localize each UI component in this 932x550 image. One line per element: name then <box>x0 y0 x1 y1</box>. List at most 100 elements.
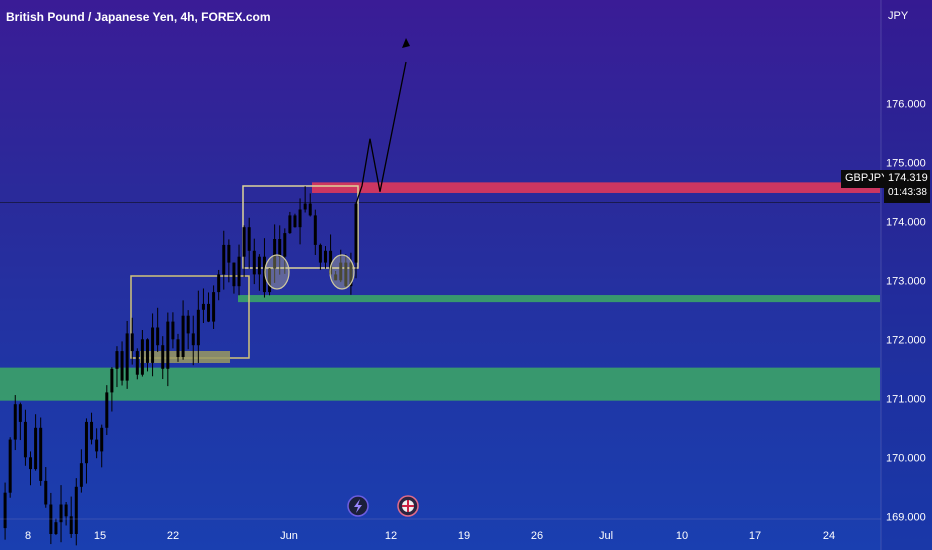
candle-body <box>115 351 119 369</box>
candle-body <box>217 274 221 293</box>
candle-body <box>64 504 68 517</box>
candle-body <box>201 303 205 310</box>
candle-body <box>84 421 88 464</box>
candle-body <box>334 274 338 281</box>
candles-layer <box>3 186 358 546</box>
lightning-icon <box>347 495 369 517</box>
candle-body <box>252 250 256 275</box>
lightning-icon-glyph <box>354 499 362 513</box>
candle-body <box>69 516 73 534</box>
candle-body <box>242 227 246 257</box>
candle-body <box>44 480 48 505</box>
candle-body <box>135 351 139 375</box>
y-tick-label: 173.000 <box>886 275 926 287</box>
candle-body <box>339 262 343 281</box>
price-tag: 174.319 <box>884 170 930 188</box>
x-tick-label: 22 <box>167 530 179 542</box>
candle-body <box>283 233 287 257</box>
candle-body <box>186 315 190 334</box>
x-tick-label: 17 <box>749 530 761 542</box>
projection-arrowhead <box>402 38 410 48</box>
symbol-tag: GBPJPY <box>841 170 893 188</box>
candle-body <box>212 292 216 322</box>
box-consolidation-2 <box>242 185 359 269</box>
candle-body <box>171 321 175 340</box>
x-tick-label: 24 <box>823 530 835 542</box>
currency-label: JPY <box>888 10 909 22</box>
candle-body <box>90 421 94 440</box>
candle-body <box>207 303 211 322</box>
candle-body <box>354 203 358 263</box>
candle-body <box>18 404 22 422</box>
annotations-layer <box>264 38 410 290</box>
candle-body <box>95 439 99 452</box>
candle-body <box>3 492 7 529</box>
candle-body <box>8 439 12 493</box>
support-zone-2 <box>0 367 880 401</box>
candle-body <box>257 256 261 275</box>
candle-body <box>293 215 297 228</box>
candle-body <box>13 404 17 440</box>
candle-body <box>110 368 114 393</box>
candle-body <box>39 427 43 481</box>
flag-uk-icon <box>397 495 419 517</box>
y-tick-label: 174.000 <box>886 216 926 228</box>
candle-body <box>318 244 322 263</box>
candle-body <box>59 504 63 523</box>
candle-body <box>247 227 251 251</box>
ellipse-marker-1 <box>264 254 290 290</box>
x-tick-label: Jun <box>280 530 298 542</box>
candle-body <box>156 327 160 346</box>
price-axis-panel <box>881 0 932 550</box>
candle-body <box>161 345 165 369</box>
candle-body <box>140 339 144 375</box>
y-tick-label: 175.000 <box>886 157 926 169</box>
candle-body <box>344 262 348 287</box>
candle-body <box>29 457 33 470</box>
chart-title: British Pound / Japanese Yen, 4h, FOREX.… <box>6 10 271 24</box>
ellipse-marker-2 <box>329 254 355 290</box>
candle-body <box>100 427 104 452</box>
resistance-zone-0 <box>312 182 880 193</box>
candle-body <box>145 339 149 363</box>
candle-body <box>191 333 195 346</box>
candle-body <box>196 309 200 346</box>
x-tick-label: 19 <box>458 530 470 542</box>
candle-body <box>288 215 292 234</box>
zones-layer <box>0 182 880 401</box>
candle-body <box>222 244 226 275</box>
candle-body <box>273 239 277 269</box>
y-tick-label: 171.000 <box>886 393 926 405</box>
candle-body <box>329 250 333 275</box>
candle-body <box>237 256 241 287</box>
candle-body <box>23 421 27 458</box>
candle-body <box>181 315 185 357</box>
candle-body <box>227 244 231 263</box>
candle-body <box>349 262 353 287</box>
candle-body <box>308 203 312 216</box>
support-zone-1 <box>238 295 880 303</box>
candle-body <box>120 351 124 381</box>
candle-body <box>105 392 109 428</box>
candle-body <box>323 250 327 263</box>
y-tick-label: 169.000 <box>886 511 926 523</box>
candle-body <box>298 209 302 228</box>
x-tick-label: 12 <box>385 530 397 542</box>
x-tick-label: 15 <box>94 530 106 542</box>
x-tick-label: 26 <box>531 530 543 542</box>
candle-body <box>176 339 180 357</box>
x-tick-label: Jul <box>599 530 613 542</box>
candle-body <box>166 321 170 369</box>
y-tick-label: 176.000 <box>886 98 926 110</box>
candle-body <box>74 486 78 534</box>
candle-body <box>130 333 134 352</box>
x-tick-label: 10 <box>676 530 688 542</box>
countdown-tag: 01:43:38 <box>884 185 930 203</box>
candle-body <box>268 268 272 293</box>
projection-path <box>355 61 407 204</box>
candle-body <box>262 256 266 293</box>
candle-body <box>54 522 58 534</box>
x-tick-label: 8 <box>25 530 31 542</box>
